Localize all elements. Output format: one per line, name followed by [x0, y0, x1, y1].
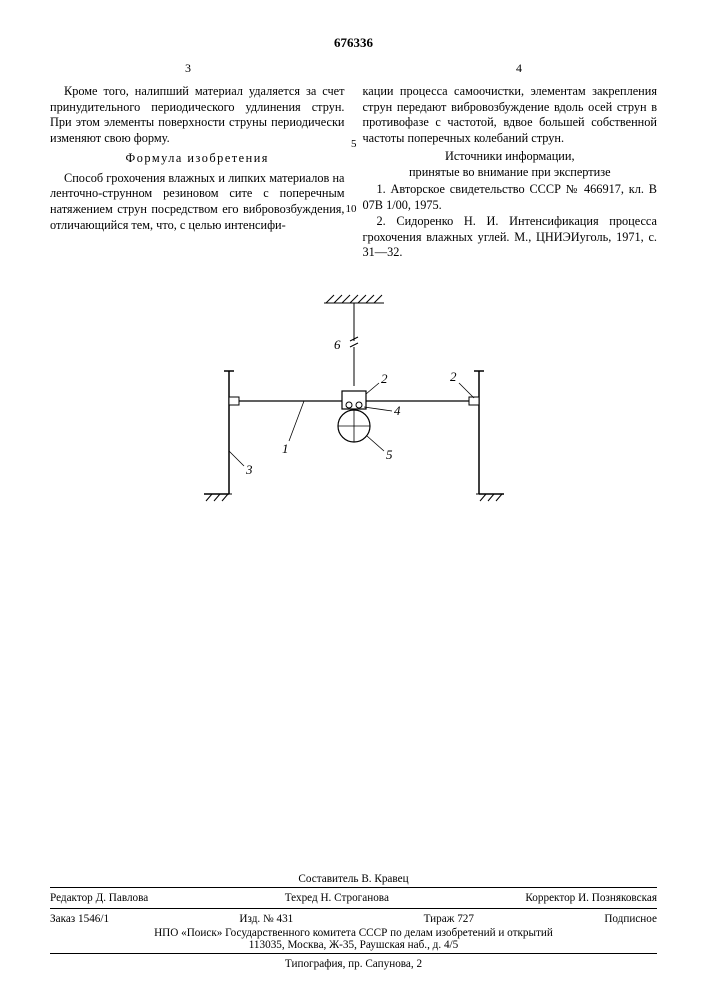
column-page-numbers: 3 4 [50, 61, 657, 76]
tech-editor: Техред Н. Строганова [285, 892, 389, 904]
label-2b: 2 [450, 369, 457, 384]
diagram-svg: 6 [174, 291, 534, 541]
ceiling-hatch [324, 295, 384, 303]
left-clamp [229, 397, 239, 405]
label-5: 5 [386, 447, 393, 462]
tirazh: Тираж 727 [424, 913, 474, 925]
izd-num: Изд. № 431 [239, 913, 293, 925]
corrector: Корректор И. Позняковская [525, 892, 657, 904]
left-column: 5 10 Кроме того, налипший материал удаля… [50, 84, 345, 261]
podpisnoe: Подписное [604, 913, 657, 925]
right-ground-hatch [476, 494, 504, 501]
footer: Составитель В. Кравец Редактор Д. Павлов… [50, 873, 657, 970]
left-p1: Кроме того, налипший материал удаляется … [50, 84, 345, 147]
right-col-num: 4 [516, 61, 522, 76]
footer-divider-1 [50, 887, 657, 888]
typography-line: Типография, пр. Сапунова, 2 [50, 958, 657, 970]
sources-sub: принятые во внимание при экспертизе [363, 165, 658, 181]
right-column: кации процесса самоочистки, элементам за… [363, 84, 658, 261]
center-block [342, 391, 366, 409]
label-3: 3 [245, 462, 253, 477]
suspension-line [350, 303, 358, 386]
left-ground-hatch [204, 494, 232, 501]
text-columns: 5 10 Кроме того, налипший материал удаля… [50, 84, 657, 261]
leader-3 [229, 451, 244, 466]
compiler: Составитель В. Кравец [50, 873, 657, 885]
leader-4 [364, 407, 392, 411]
address-line: 113035, Москва, Ж-35, Раушская наб., д. … [50, 939, 657, 951]
ref-1: 1. Авторское свидетельство СССР № 466917… [363, 182, 658, 213]
line-number-10: 10 [346, 202, 357, 216]
left-col-num: 3 [185, 61, 191, 76]
label-2a: 2 [381, 371, 388, 386]
order-num: Заказ 1546/1 [50, 913, 109, 925]
ref-2: 2. Сидоренко Н. И. Интенсификация процес… [363, 214, 658, 261]
npo-line: НПО «Поиск» Государственного комитета СС… [50, 927, 657, 939]
right-post [474, 371, 504, 494]
leader-2b [459, 383, 474, 398]
leader-1 [289, 401, 304, 441]
print-row: Заказ 1546/1 Изд. № 431 Тираж 727 Подпис… [50, 911, 657, 927]
label-4: 4 [394, 403, 401, 418]
roller-right [356, 402, 362, 408]
footer-divider-2 [50, 908, 657, 909]
editor: Редактор Д. Павлова [50, 892, 148, 904]
right-p1: кации процесса самоочистки, элементам за… [363, 84, 658, 147]
footer-divider-3 [50, 953, 657, 954]
label-6: 6 [334, 337, 341, 352]
sources-heading: Источники информации, [363, 149, 658, 165]
patent-number: 676336 [50, 35, 657, 51]
page: 676336 3 4 5 10 Кроме того, налипший мат… [0, 0, 707, 1000]
left-post [204, 371, 234, 494]
right-clamp [469, 397, 479, 405]
credits-row: Редактор Д. Павлова Техред Н. Строганова… [50, 890, 657, 906]
formula-heading: Формула изобретения [50, 151, 345, 167]
roller-left [346, 402, 352, 408]
leader-2a [366, 383, 379, 394]
line-number-5: 5 [351, 137, 357, 151]
leader-5 [367, 436, 384, 451]
left-p2: Способ грохочения влажных и липких матер… [50, 171, 345, 234]
figure-area: 6 [50, 291, 657, 541]
label-1: 1 [282, 441, 289, 456]
